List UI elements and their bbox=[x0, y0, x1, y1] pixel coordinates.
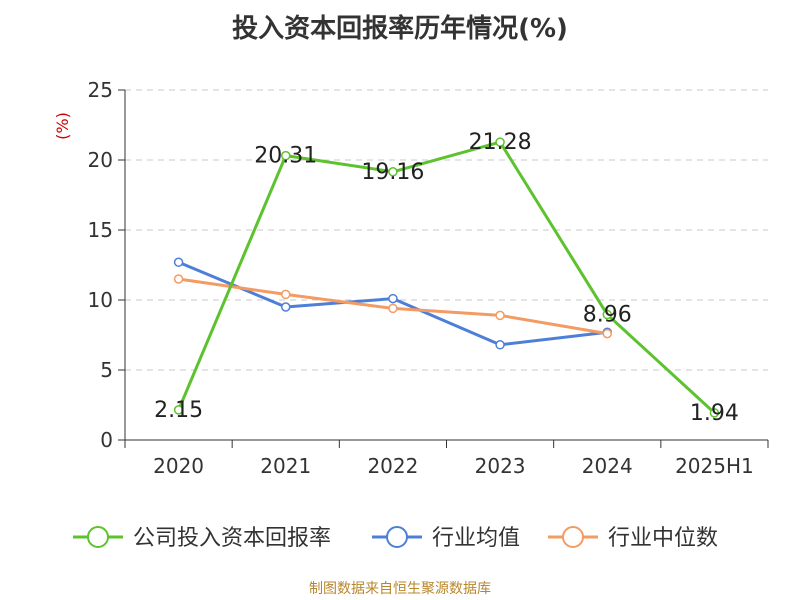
y-tick-label: 0 bbox=[100, 428, 113, 452]
x-tick-label: 2023 bbox=[475, 454, 526, 478]
grid-lines bbox=[125, 89, 768, 371]
chart-title: 投入资本回报率历年情况(%) bbox=[232, 14, 568, 44]
data-label: 21.28 bbox=[469, 130, 532, 155]
data-point bbox=[173, 274, 184, 284]
data-point bbox=[495, 310, 505, 321]
x-tick-label: 2024 bbox=[582, 454, 633, 478]
legend-item[interactable]: 行业中位数 bbox=[548, 526, 718, 551]
axes: 0 5 10 15 20 25 2020 2021 2022 2023 2024 2025H1 (%) bbox=[53, 78, 769, 478]
x-tick-label: 2020 bbox=[153, 454, 204, 478]
y-tick-label: 10 bbox=[88, 288, 113, 312]
data-point bbox=[281, 150, 291, 161]
data-point bbox=[495, 137, 505, 147]
data-label: 19.16 bbox=[361, 160, 424, 185]
data-label: 1.94 bbox=[690, 401, 739, 426]
legend-label: 公司投入资本回报率 bbox=[133, 526, 331, 551]
data-point bbox=[602, 309, 612, 320]
x-tick-label: 2022 bbox=[367, 454, 418, 478]
legend-marker bbox=[386, 526, 408, 548]
y-axis-label: (%) bbox=[53, 112, 72, 140]
legend-marker bbox=[87, 526, 109, 548]
source-note: 制图数据来自恒生聚源数据库 bbox=[309, 581, 491, 597]
legend-item[interactable]: 行业均值 bbox=[372, 526, 520, 551]
series-line bbox=[178, 260, 608, 347]
x-tick-label: 2021 bbox=[260, 454, 311, 478]
data-label: 20.31 bbox=[254, 144, 317, 169]
y-tick-label: 20 bbox=[88, 148, 113, 172]
y-tick-label: 15 bbox=[88, 218, 113, 242]
data-point bbox=[281, 302, 291, 312]
data-label: 2.15 bbox=[154, 398, 203, 423]
data-point bbox=[602, 328, 612, 339]
data-point bbox=[388, 303, 398, 314]
legend[interactable]: 公司投入资本回报率 行业均值 行业中位数 bbox=[73, 526, 718, 551]
y-tick-label: 25 bbox=[88, 78, 113, 102]
series-line bbox=[177, 140, 716, 414]
data-point bbox=[173, 257, 184, 267]
y-tick-label: 5 bbox=[100, 358, 113, 382]
legend-label: 行业中位数 bbox=[608, 526, 718, 551]
data-point bbox=[388, 293, 398, 304]
data-point bbox=[281, 289, 291, 300]
data-point bbox=[388, 167, 398, 177]
legend-item[interactable]: 公司投入资本回报率 bbox=[73, 526, 331, 551]
data-label: 8.96 bbox=[583, 303, 632, 328]
x-tick-label: 2025H1 bbox=[675, 454, 754, 478]
legend-marker bbox=[562, 526, 584, 548]
data-point bbox=[495, 340, 505, 350]
data-labels: 2.15 20.31 19.16 21.28 8.96 1.94 bbox=[154, 130, 739, 426]
data-point bbox=[709, 408, 720, 418]
series-layer bbox=[173, 137, 720, 418]
data-point bbox=[173, 405, 184, 415]
legend-label: 行业均值 bbox=[432, 526, 520, 551]
